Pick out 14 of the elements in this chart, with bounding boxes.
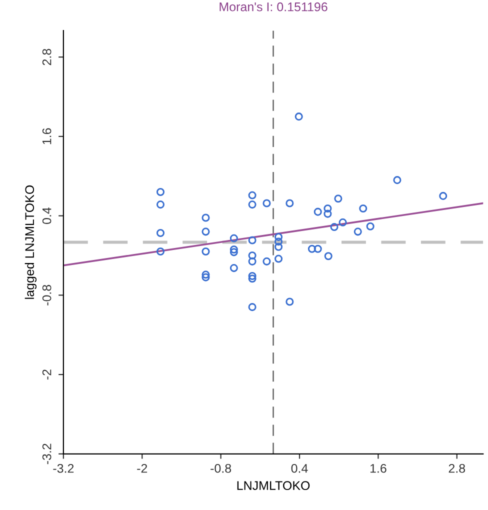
x-tick-label: -2	[137, 464, 148, 473]
chart-title: Moran's I: 0.151196	[220, 2, 328, 12]
x-tick-label: -3.2	[53, 464, 74, 473]
y-tick-label: 0.4	[42, 207, 52, 224]
x-tick-label: 2.8	[448, 464, 466, 473]
y-tick-label: 2.8	[42, 48, 52, 66]
x-axis-title: LNJMLTOKO	[237, 481, 310, 490]
y-tick-label: -2	[42, 370, 52, 380]
y-tick-label: -0.8	[42, 284, 52, 306]
x-tick-label: -0.8	[210, 464, 232, 473]
y-tick-label: 1.6	[42, 128, 52, 144]
x-tick-label: 0.4	[291, 464, 308, 473]
x-tick-label: 1.6	[370, 464, 386, 473]
y-axis-title: lagged LNJMLTOKO	[24, 185, 37, 299]
